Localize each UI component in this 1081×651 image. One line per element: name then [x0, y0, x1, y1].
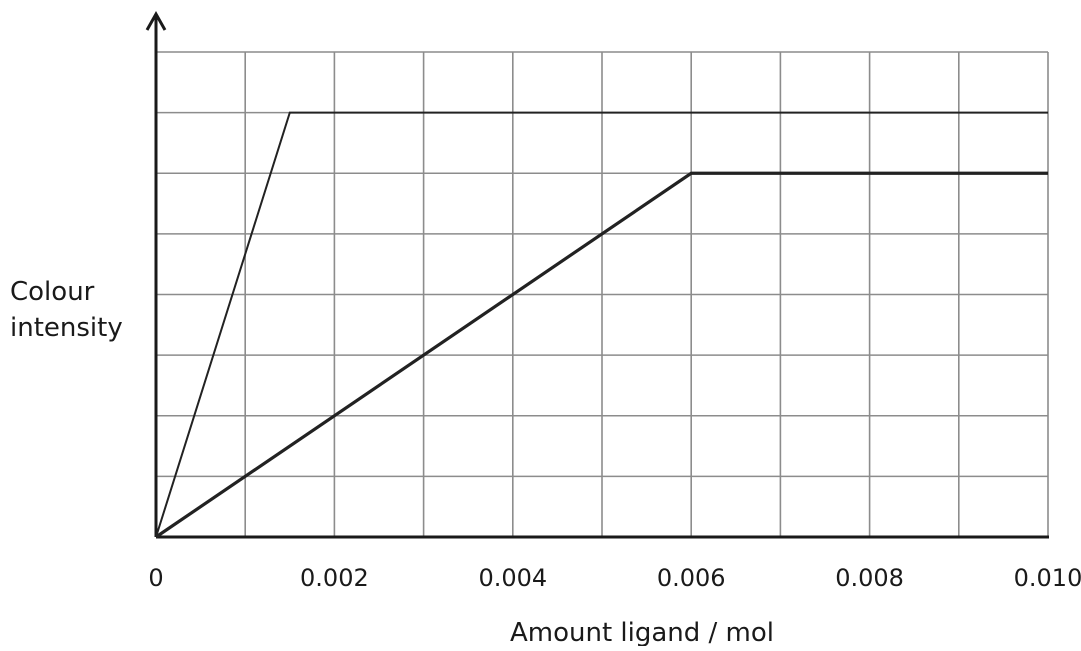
x-tick-label: 0.010 [1014, 564, 1081, 592]
x-tick-label: 0.002 [300, 564, 369, 592]
series-line-1 [155, 111, 1048, 538]
x-tick-label: 0 [148, 564, 163, 592]
y-axis-title-line-2: intensity [10, 313, 123, 343]
y-axis-title-line-1: Colour [10, 277, 95, 307]
y-axis-arrowhead [145, 10, 167, 31]
x-tick-label: 0.008 [835, 564, 904, 592]
x-tick-labels: 0 0.002 0.004 0.006 0.008 0.010 [148, 564, 1081, 592]
x-tick-label: 0.004 [478, 564, 547, 592]
series-line-2 [155, 171, 1048, 539]
x-axis-title: Amount ligand / mol [510, 618, 774, 646]
grid [156, 51, 1049, 537]
x-tick-label: 0.006 [657, 564, 726, 592]
axes [145, 10, 1049, 539]
series-group [155, 111, 1048, 539]
